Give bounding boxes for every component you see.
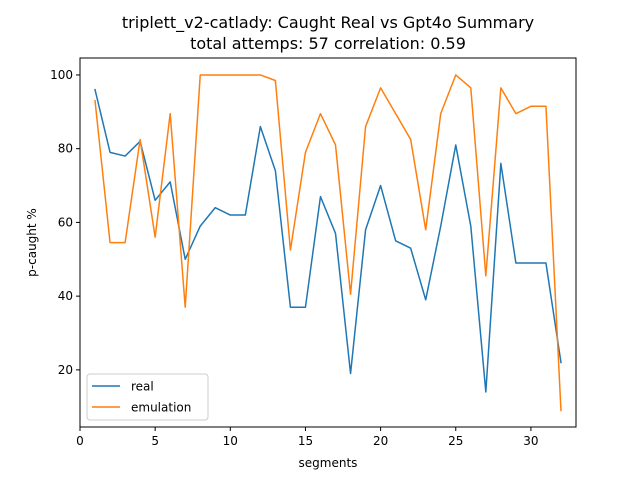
y-axis: 20 40 60 80 100: [50, 68, 80, 377]
legend-label-emulation: emulation: [131, 401, 191, 415]
y-tick-label: 100: [50, 68, 73, 82]
x-axis: 0 5 10 15 20 25 30: [76, 427, 539, 448]
series-line-real: [94, 88, 562, 393]
chart-title: triplett_v2-catlady: Caught Real vs Gpt4…: [122, 13, 534, 33]
plot-area: [79, 57, 577, 428]
plot-frame: [79, 57, 577, 428]
chart-subtitle: total attemps: 57 correlation: 0.59: [190, 34, 466, 53]
y-tick-label: 40: [58, 289, 73, 303]
y-tick-label: 60: [58, 215, 73, 229]
x-tick-label: 20: [373, 434, 388, 448]
x-tick-label: 5: [151, 434, 159, 448]
y-axis-label: p-caught %: [25, 208, 39, 277]
series-layer: [94, 74, 562, 412]
legend: real emulation: [86, 373, 209, 421]
x-tick-label: 30: [523, 434, 538, 448]
x-tick-label: 0: [76, 434, 84, 448]
series-line-emulation: [94, 74, 562, 412]
x-tick-label: 15: [298, 434, 313, 448]
x-tick-label: 25: [448, 434, 463, 448]
y-tick-label: 20: [58, 363, 73, 377]
x-tick-label: 10: [223, 434, 238, 448]
legend-label-real: real: [131, 380, 154, 394]
x-axis-label: segments: [299, 456, 358, 470]
y-tick-label: 80: [58, 142, 73, 156]
